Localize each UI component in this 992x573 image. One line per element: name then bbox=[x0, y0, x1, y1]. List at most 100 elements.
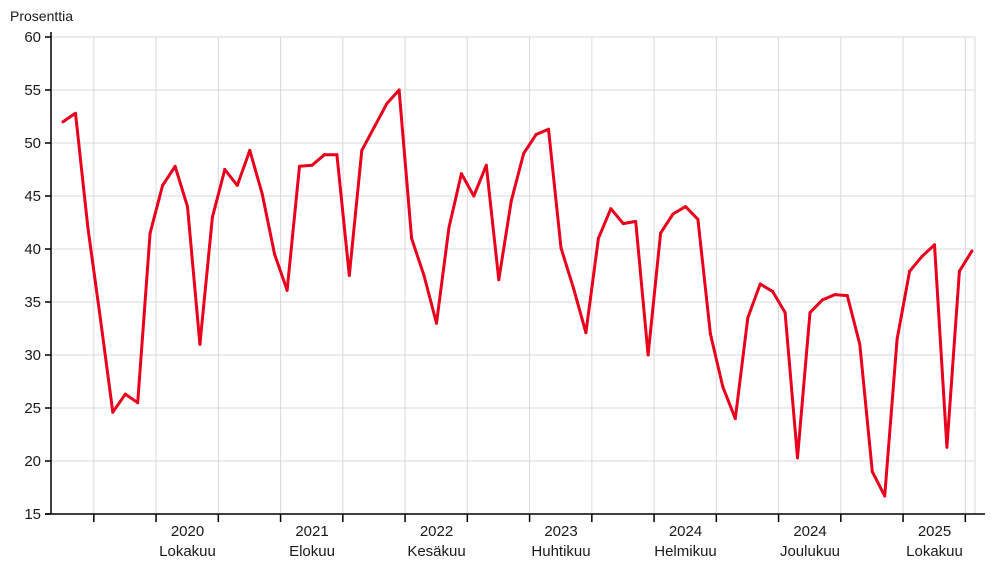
data-point bbox=[123, 392, 127, 396]
data-point bbox=[410, 236, 414, 240]
y-tick-label: 15 bbox=[24, 506, 41, 523]
data-point bbox=[298, 164, 302, 168]
data-point bbox=[870, 470, 874, 474]
grid bbox=[51, 36, 976, 514]
data-point bbox=[671, 212, 675, 216]
x-tick-label-month: Joulukuu bbox=[780, 543, 840, 560]
data-point bbox=[559, 246, 563, 250]
y-tick-label: 40 bbox=[24, 241, 41, 258]
data-point bbox=[435, 321, 438, 325]
data-point bbox=[248, 148, 252, 152]
x-tick-label-month: Huhtikuu bbox=[531, 543, 590, 560]
data-point bbox=[447, 226, 451, 230]
data-point bbox=[970, 249, 974, 253]
data-point bbox=[957, 269, 961, 273]
data-point bbox=[148, 231, 152, 235]
data-point bbox=[659, 231, 663, 235]
data-point bbox=[459, 172, 463, 176]
data-point bbox=[808, 311, 812, 315]
y-tick-label: 30 bbox=[24, 347, 41, 364]
data-point bbox=[646, 353, 650, 357]
data-point bbox=[347, 274, 351, 277]
x-tick-label-month: Helmikuu bbox=[654, 543, 717, 560]
y-tick-label: 45 bbox=[24, 188, 41, 205]
data-point bbox=[61, 120, 65, 124]
data-point bbox=[397, 88, 401, 92]
x-tick-label-year: 2023 bbox=[544, 523, 577, 540]
x-tick-label-month: Lokakuu bbox=[906, 543, 963, 560]
data-point bbox=[497, 278, 501, 282]
data-point bbox=[584, 331, 588, 335]
x-tick-label-year: 2021 bbox=[295, 523, 328, 540]
data-point bbox=[708, 332, 712, 336]
data-point bbox=[98, 316, 102, 320]
data-point bbox=[920, 254, 924, 258]
data-point bbox=[858, 342, 862, 346]
axes bbox=[45, 32, 985, 522]
data-point bbox=[771, 289, 775, 293]
data-point bbox=[372, 125, 376, 129]
data-point bbox=[198, 342, 202, 346]
data-point bbox=[908, 269, 912, 273]
data-point bbox=[173, 164, 177, 168]
data-point bbox=[895, 337, 899, 341]
data-point bbox=[621, 222, 625, 226]
data-point bbox=[609, 207, 613, 211]
data-point bbox=[833, 293, 837, 297]
data-point bbox=[235, 183, 239, 187]
data-point bbox=[684, 205, 687, 209]
x-tick-label-month: Elokuu bbox=[289, 543, 335, 560]
y-tick-label: 50 bbox=[24, 135, 41, 152]
y-tick-labels: 15 20 25 30 35 40 45 50 55 60 bbox=[24, 29, 41, 523]
data-point bbox=[111, 410, 115, 414]
data-point bbox=[746, 316, 750, 320]
data-point bbox=[310, 163, 314, 167]
x-tick-label-year: 2024 bbox=[793, 523, 826, 540]
x-tick-label-month: Kesäkuu bbox=[407, 543, 465, 560]
data-point bbox=[285, 288, 289, 292]
data-point bbox=[845, 294, 849, 298]
data-point bbox=[522, 152, 526, 156]
y-tick-label: 55 bbox=[24, 82, 41, 99]
data-point bbox=[136, 401, 140, 405]
data-point bbox=[484, 163, 488, 167]
series bbox=[61, 88, 974, 498]
x-tick-labels: 2020 Lokakuu 2021 Elokuu 2022 Kesäkuu 2023 Huht… bbox=[159, 523, 963, 560]
data-point bbox=[596, 236, 600, 240]
y-tick-label: 20 bbox=[24, 453, 41, 470]
y-tick-label: 35 bbox=[24, 294, 41, 311]
data-point bbox=[634, 219, 638, 223]
data-point bbox=[509, 199, 513, 203]
data-point bbox=[73, 111, 77, 115]
x-tick-label-year: 2024 bbox=[669, 523, 702, 540]
data-point bbox=[335, 153, 339, 157]
data-point bbox=[534, 133, 538, 137]
data-point bbox=[322, 153, 326, 157]
data-point bbox=[796, 456, 800, 460]
x-tick-label-year: 2020 bbox=[171, 523, 204, 540]
y-tick-label: 60 bbox=[24, 29, 41, 46]
data-point bbox=[733, 417, 737, 421]
x-tick-label-month: Lokakuu bbox=[159, 543, 216, 560]
x-tick-label-year: 2022 bbox=[420, 523, 453, 540]
data-point bbox=[273, 252, 277, 256]
data-point bbox=[422, 274, 426, 277]
data-point bbox=[783, 311, 787, 315]
data-point bbox=[385, 102, 389, 106]
y-axis-title: Prosenttia bbox=[10, 8, 73, 24]
data-point bbox=[223, 168, 227, 171]
data-point bbox=[571, 286, 575, 290]
data-point bbox=[721, 385, 725, 389]
data-point bbox=[820, 298, 824, 302]
data-point bbox=[945, 445, 949, 449]
data-point bbox=[161, 183, 165, 187]
data-point bbox=[933, 243, 936, 247]
data-point bbox=[210, 215, 214, 219]
series-line bbox=[61, 88, 974, 498]
data-point bbox=[547, 127, 551, 131]
data-point bbox=[758, 282, 762, 286]
data-point bbox=[696, 217, 700, 221]
data-point bbox=[472, 194, 476, 198]
y-tick-label: 25 bbox=[24, 400, 41, 417]
